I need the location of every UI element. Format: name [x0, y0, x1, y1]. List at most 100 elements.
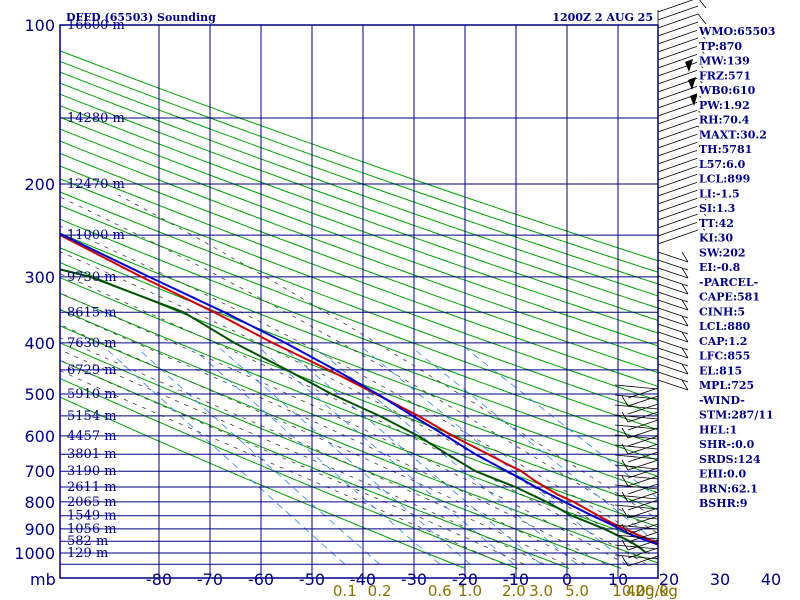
index-background — [697, 68, 771, 82]
mixing-ratio-line — [192, 348, 441, 565]
wind-barb-flag — [621, 539, 629, 551]
dry-adiabat — [60, 71, 658, 285]
wind-barb — [657, 165, 699, 181]
mixing-ratio-line — [363, 348, 630, 565]
height-label: 1549 m — [67, 509, 117, 524]
wind-barb — [627, 531, 659, 543]
index-background — [697, 83, 771, 96]
temperature-tick-label: -80 — [146, 570, 172, 589]
index-background — [697, 112, 771, 126]
index-background — [697, 24, 771, 37]
dry-adiabat — [60, 93, 658, 309]
temperature-tick-label: 10 — [608, 570, 628, 589]
index-value: LI:-1.5 — [699, 187, 740, 200]
mixing-ratio-line — [413, 348, 658, 544]
wind-barb-flag — [621, 475, 629, 487]
dry-adiabat — [60, 140, 658, 360]
wind-barb-flag — [681, 315, 689, 327]
index-value: SHR-:0.0 — [699, 438, 755, 451]
wind-barb-flag — [697, 13, 707, 25]
wind-barb — [657, 109, 699, 125]
index-value: CINH:5 — [699, 305, 745, 318]
mixing-ratio-label: 1.0 — [458, 582, 482, 600]
temperature-tick-label: 0 — [562, 570, 572, 589]
dry-adiabat — [60, 191, 658, 416]
wind-barb — [614, 494, 659, 500]
index-background — [697, 260, 771, 273]
mixing-ratio-label: 2.0 — [502, 582, 526, 600]
wind-barb-flag — [681, 379, 689, 391]
index-background — [697, 38, 771, 52]
wind-barb — [657, 363, 689, 375]
index-background — [697, 201, 771, 214]
height-label: 6729 m — [67, 363, 117, 378]
wind-barb — [657, 133, 699, 149]
height-label: 4457 m — [67, 429, 117, 444]
wind-barb — [657, 37, 699, 53]
chart-time: 1200Z 2 AUG 25 — [552, 11, 653, 24]
dry-adiabat — [60, 178, 658, 402]
wind-barb — [627, 539, 659, 551]
mixing-ratio-label: 20.0 — [635, 582, 668, 600]
pressure-unit-label: mb — [30, 570, 56, 589]
wind-barb-flag — [681, 299, 689, 311]
wind-barb — [627, 483, 659, 495]
wind-barb — [657, 283, 689, 295]
index-background — [697, 127, 771, 141]
dry-adiabat — [60, 152, 658, 374]
temperature-tick-label: -30 — [401, 570, 427, 589]
wind-barb-flag — [621, 395, 629, 407]
wind-barb — [657, 13, 699, 29]
height-label: 3801 m — [67, 447, 117, 462]
wind-barb — [627, 459, 659, 471]
index-value: LCL:899 — [699, 173, 750, 186]
wind-barb — [657, 5, 699, 21]
mixing-ratio-line — [137, 348, 380, 565]
plot-frame — [59, 24, 659, 579]
wind-barb-flag — [681, 251, 689, 263]
pressure-tick-label: 800 — [24, 493, 55, 512]
index-value: TP:870 — [699, 40, 742, 53]
index-value: MW:139 — [699, 55, 750, 68]
wind-barb-flag — [621, 459, 629, 471]
wind-barb — [614, 504, 659, 510]
index-background — [697, 392, 771, 406]
pressure-tick-label: 900 — [24, 520, 55, 539]
mixing-ratio-line — [259, 348, 515, 565]
wind-barb — [614, 534, 659, 540]
index-background — [697, 304, 771, 318]
index-value: LFC:855 — [699, 350, 750, 363]
dry-adiabat — [60, 325, 658, 564]
wind-barb — [657, 0, 694, 13]
wind-barb — [657, 125, 699, 141]
index-background — [697, 437, 771, 450]
index-value: CAP:1.2 — [699, 335, 747, 348]
wind-barb — [614, 474, 659, 480]
wind-barb — [627, 403, 659, 415]
dry-adiabat — [60, 82, 658, 297]
dry-adiabat — [60, 277, 658, 511]
index-value: TT:42 — [699, 217, 734, 230]
temperature-tick-label: -60 — [248, 570, 274, 589]
height-label: 129 m — [67, 546, 108, 561]
index-background — [697, 496, 771, 509]
wind-barb — [627, 491, 659, 503]
dry-adiabat — [60, 128, 658, 347]
index-value: LCL:880 — [699, 320, 751, 333]
wind-barb — [657, 379, 689, 391]
index-background — [697, 53, 771, 67]
mixing-ratio-label: 3.0 — [529, 582, 553, 600]
index-background — [697, 215, 771, 229]
wind-barb — [614, 414, 659, 420]
temperature-tick-label: -20 — [452, 570, 478, 589]
index-value: MPL:725 — [699, 379, 754, 392]
dry-adiabat — [60, 165, 658, 388]
mixing-ratio-line — [465, 348, 658, 499]
index-background — [697, 156, 771, 170]
wind-barb-flag — [681, 267, 689, 279]
dry-adiabat — [60, 377, 518, 569]
wind-barb — [614, 394, 659, 400]
mixing-ratio-label: 40g/kg — [626, 582, 678, 600]
wind-barb — [627, 499, 659, 511]
